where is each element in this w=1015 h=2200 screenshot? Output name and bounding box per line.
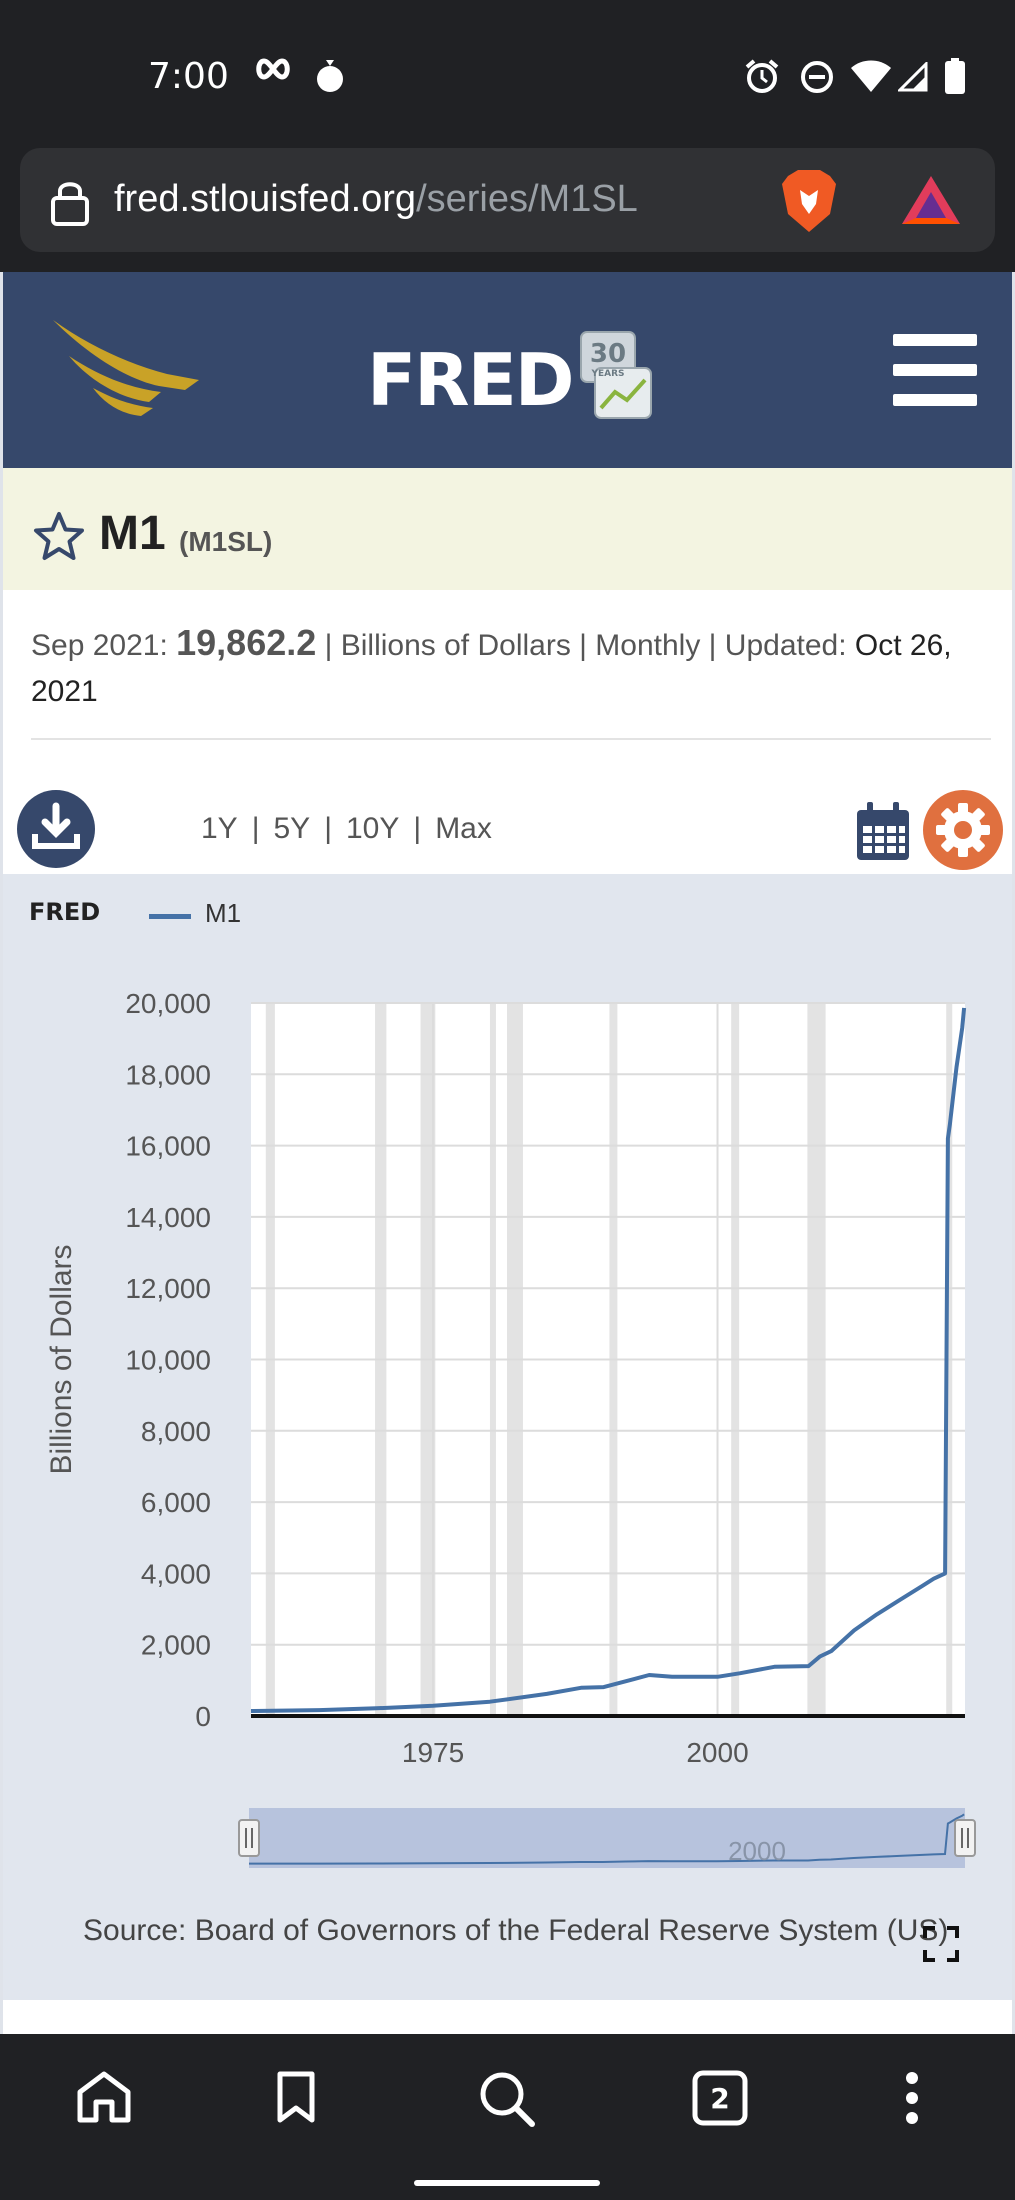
y-axis-label: Billions of Dollars — [45, 1244, 78, 1474]
address-bar[interactable]: fred.stlouisfed.org/series/M1SL — [20, 148, 995, 252]
y-tick-label: 12,000 — [125, 1273, 211, 1304]
tab-count: 2 — [710, 2082, 729, 2115]
star-icon[interactable] — [31, 510, 87, 562]
fullscreen-icon[interactable] — [923, 1926, 959, 1962]
y-tick-label: 20,000 — [125, 988, 211, 1019]
navigator-tick-label: 2000 — [728, 1836, 786, 1866]
range-5y[interactable]: 5Y — [273, 812, 311, 845]
date-range-selector: 1Y | 5Y | 10Y | Max — [201, 812, 492, 845]
download-icon — [32, 802, 80, 849]
years-label: YEARS — [590, 369, 624, 379]
x-tick-label: 2000 — [686, 1737, 748, 1768]
navigator-handle-right[interactable] — [954, 1819, 976, 1857]
meta-period: Sep 2021: — [31, 629, 168, 662]
tabs-icon[interactable]: 2 — [692, 2070, 748, 2126]
home-icon[interactable] — [76, 2070, 132, 2124]
y-tick-label: 2,000 — [141, 1630, 211, 1661]
brave-shields-icon[interactable] — [780, 166, 838, 234]
y-tick-label: 10,000 — [125, 1345, 211, 1376]
range-1y[interactable]: 1Y — [201, 812, 238, 845]
bookmark-icon[interactable] — [276, 2070, 316, 2124]
meta-value: 19,862.2 — [176, 622, 317, 663]
series-title-bar: M1 (M1SL) — [3, 468, 1012, 590]
meta-updated: Oct 26, 2021 — [31, 629, 952, 708]
thirty-label: 30 — [590, 339, 626, 369]
battery-icon — [945, 58, 965, 94]
meta-units: | Billions of Dollars | Monthly | Update… — [324, 629, 847, 662]
legend-fred-logo: FRED — [29, 898, 101, 926]
search-icon[interactable] — [478, 2070, 536, 2128]
lock-icon — [51, 182, 89, 226]
y-tick-label: 6,000 — [141, 1487, 211, 1518]
infinity-icon — [256, 58, 290, 80]
y-tick-label: 4,000 — [141, 1558, 211, 1589]
y-tick-label: 14,000 — [125, 1202, 211, 1233]
signal-icon — [898, 62, 928, 92]
legend-swatch — [149, 914, 191, 919]
y-tick-label: 16,000 — [125, 1131, 211, 1162]
settings-button[interactable] — [923, 790, 1003, 870]
y-tick-label: 18,000 — [125, 1059, 211, 1090]
download-button[interactable] — [17, 790, 95, 868]
more-menu-icon[interactable] — [902, 2070, 922, 2126]
series-meta: Sep 2021: 19,862.2 | Billions of Dollars… — [31, 620, 991, 715]
m1-line-chart[interactable]: 0 2,000 4,000 6,000 8,000 10,000 12,000 14,000 1… — [3, 874, 1015, 1914]
page-bottom — [3, 2000, 1012, 2034]
menu-icon[interactable] — [893, 334, 977, 406]
source-text: Source: Board of Governors of the Federa… — [83, 1914, 949, 1947]
navigator-series — [249, 1813, 965, 1865]
status-bar: 7:00 — [0, 0, 1015, 148]
x-tick-label: 1975 — [402, 1737, 464, 1768]
pomegranate-icon — [317, 60, 343, 92]
navigator-handle-left[interactable] — [238, 1819, 260, 1857]
fred-logo[interactable]: FRED — [367, 338, 575, 422]
browser-bottom-bar: 2 — [0, 2034, 1015, 2200]
y-tick-label: 0 — [195, 1701, 211, 1732]
web-page: FRED 30 YEARS M1 (M1SL) Sep 2021: 19,862… — [0, 272, 1015, 2034]
range-10y[interactable]: 10Y — [346, 812, 400, 845]
status-time: 7:00 — [148, 56, 229, 97]
gear-icon — [936, 803, 990, 857]
url-text[interactable]: fred.stlouisfed.org/series/M1SL — [114, 178, 638, 221]
brave-rewards-icon[interactable] — [900, 174, 962, 226]
gesture-handle — [414, 2180, 600, 2186]
url-path: /series/M1SL — [416, 178, 638, 220]
navigator-range — [249, 1808, 965, 1868]
series-title: M1 — [99, 507, 166, 560]
legend-label: M1 — [205, 898, 242, 928]
dnd-icon — [801, 61, 833, 93]
series-id: (M1SL) — [179, 526, 273, 557]
range-max[interactable]: Max — [435, 812, 492, 845]
chart-panel: FRED M1 0 2,000 4,000 6,000 8,000 10,000 12,00… — [3, 874, 1015, 2000]
y-tick-label: 8,000 — [141, 1416, 211, 1447]
alarm-icon — [745, 59, 779, 93]
stlouisfed-eagle-logo[interactable] — [49, 316, 209, 420]
site-header: FRED 30 YEARS — [3, 272, 1012, 468]
divider — [31, 738, 991, 740]
chart-toolbar: 1Y | 5Y | 10Y | Max — [3, 752, 1012, 882]
url-host: fred.stlouisfed.org — [114, 178, 417, 220]
wifi-icon — [851, 60, 891, 92]
calendar-icon[interactable] — [855, 802, 911, 862]
series-line-m1 — [250, 1007, 967, 1713]
thirty-years-badge: 30 YEARS — [580, 331, 652, 419]
